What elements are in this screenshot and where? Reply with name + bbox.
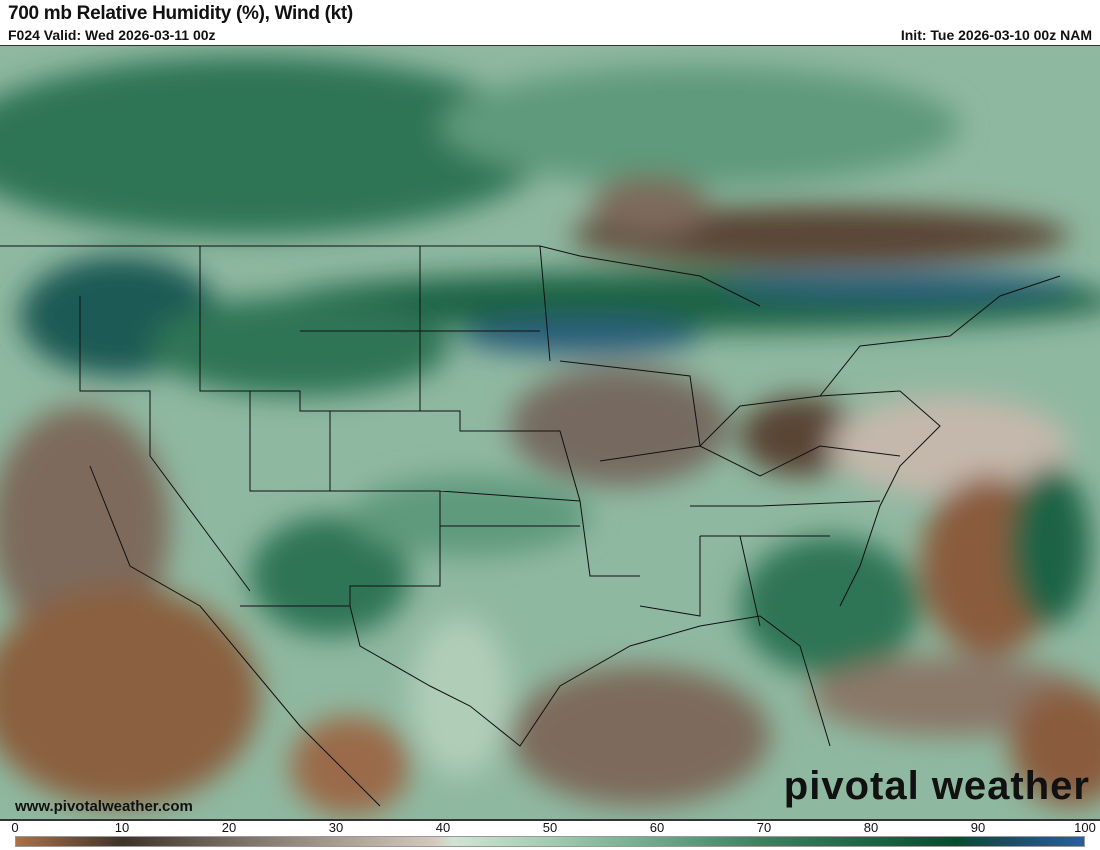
colorbar-tick: 30 xyxy=(328,820,344,835)
colorbar-tick: 70 xyxy=(756,820,772,835)
brand-logo: pivotal weather xyxy=(783,764,1090,808)
colorbar-ticks: 0 10 20 30 40 50 60 70 80 90 100 xyxy=(11,820,1095,835)
state-borders xyxy=(0,245,1061,807)
map-title: 700 mb Relative Humidity (%), Wind (kt) xyxy=(8,3,353,24)
website-url: www.pivotalweather.com xyxy=(15,798,193,815)
colorbar-tick: 40 xyxy=(435,820,451,835)
colorbar-tick: 20 xyxy=(221,820,237,835)
map-field xyxy=(0,46,1100,819)
colorbar-tick: 60 xyxy=(649,820,665,835)
colorbar-tick: 0 xyxy=(11,820,19,835)
colorbar-tick: 100 xyxy=(1074,820,1096,835)
colorbar xyxy=(15,836,1085,847)
valid-time: F024 Valid: Wed 2026-03-11 00z xyxy=(8,27,216,43)
colorbar-tick: 10 xyxy=(114,820,130,835)
colorbar-tick: 90 xyxy=(970,820,986,835)
colorbar-tick: 50 xyxy=(542,820,558,835)
init-time: Init: Tue 2026-03-10 00z NAM xyxy=(900,27,1092,43)
colorbar-tick: 80 xyxy=(863,820,879,835)
humidity-map xyxy=(0,45,1100,821)
